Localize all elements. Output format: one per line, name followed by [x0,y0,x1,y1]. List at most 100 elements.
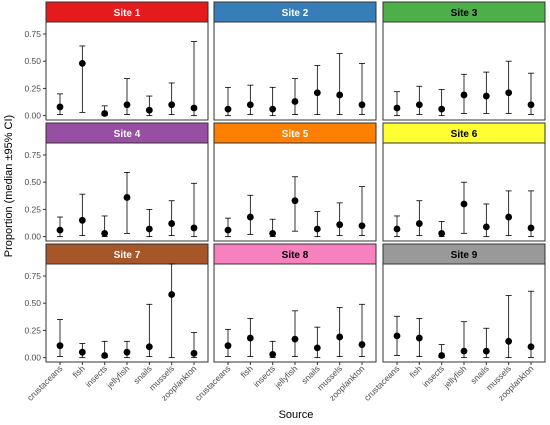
x-tick-label: fish [70,363,87,380]
panel-title: Site 9 [451,250,478,261]
median-point [336,91,344,99]
error-bar [336,202,343,236]
median-point [393,332,401,340]
median-point [56,342,64,350]
median-point [291,98,299,105]
median-point [78,216,86,224]
x-tick-label: crustaceans [25,363,64,402]
median-point [336,333,344,341]
median-point [190,349,198,357]
error-bar [292,310,298,357]
error-bar [168,263,175,359]
panel-title: Site 1 [114,8,141,19]
x-tick-label: jellyfish [104,363,132,391]
median-point [190,224,198,232]
error-bar [416,200,423,236]
y-tick-label: 0.50 [24,56,41,66]
panel-title: Site 4 [114,129,141,140]
median-point [145,106,153,114]
panel-7: Site 7 0.00 0.25 0.50 0.75 crustaceans fishins… [24,243,209,403]
error-bar [191,41,197,117]
error-bar [416,85,423,115]
median-point [460,200,468,208]
median-point [415,220,423,227]
median-point [101,229,109,237]
median-point [123,348,131,356]
error-bar [168,200,175,236]
median-point [101,352,109,359]
median-point [415,101,423,109]
error-bar [168,82,175,115]
y-tick-label: 0.00 [24,353,41,363]
median-point [224,105,232,113]
error-bar [505,190,512,236]
error-bar [394,91,400,117]
error-bar [505,60,512,114]
median-point [482,347,490,355]
error-bar [461,181,467,234]
panel-title: Site 8 [282,250,309,261]
median-point [505,213,513,221]
median-point [269,105,277,113]
error-bar [79,193,86,236]
y-tick-label: 0.00 [24,232,41,242]
median-point [415,334,423,342]
median-point [358,101,366,109]
median-point [168,291,176,298]
x-tick-label: jellyfish [441,363,469,391]
x-tick-label: fish [238,363,255,380]
median-point [224,342,232,350]
median-point [438,105,446,113]
x-tick-label: insects [420,363,446,389]
median-point [78,348,86,356]
error-bar [336,307,343,357]
panel-grid: Site 1 0.00 0.25 0.50 0.75 Site 2 Site 3 Site 4… [24,1,546,403]
y-tick-label: 0.00 [24,111,41,121]
median-point [168,101,176,109]
median-point [56,226,64,234]
median-point [168,220,176,227]
median-point [460,91,468,99]
median-point [438,229,446,237]
median-point [269,350,277,358]
y-tick-label: 0.75 [24,29,41,39]
median-point [123,194,131,201]
median-point [460,347,468,355]
median-point [190,104,198,112]
median-point [482,92,490,100]
y-tick-label: 0.25 [24,325,41,335]
median-point [358,341,366,348]
error-bar [336,53,343,115]
y-tick-label: 0.25 [24,83,41,93]
error-bar [483,203,490,238]
median-point [505,89,513,97]
median-point [336,221,344,229]
median-point [358,222,366,230]
x-tick-label: crustaceans [362,363,401,402]
median-point [527,224,535,232]
median-point [101,110,109,117]
median-point [123,101,131,109]
error-bar [124,78,130,115]
median-point [246,334,254,342]
median-point [505,337,513,345]
x-tick-label: insects [251,363,277,389]
error-bar [505,295,512,359]
median-point [482,223,490,231]
panel-title: Site 6 [451,129,478,140]
median-point [291,197,299,205]
panel-6: Site 6 [382,122,546,242]
median-point [269,229,277,237]
panel-1: Site 1 0.00 0.25 0.50 0.75 [24,1,209,121]
median-point [313,225,321,233]
panel-title: Site 3 [451,8,478,19]
median-point [291,335,299,343]
median-point [393,225,401,233]
median-point [527,101,535,109]
error-bar [247,84,254,115]
y-tick-label: 0.75 [24,150,41,160]
error-bar [314,326,321,359]
